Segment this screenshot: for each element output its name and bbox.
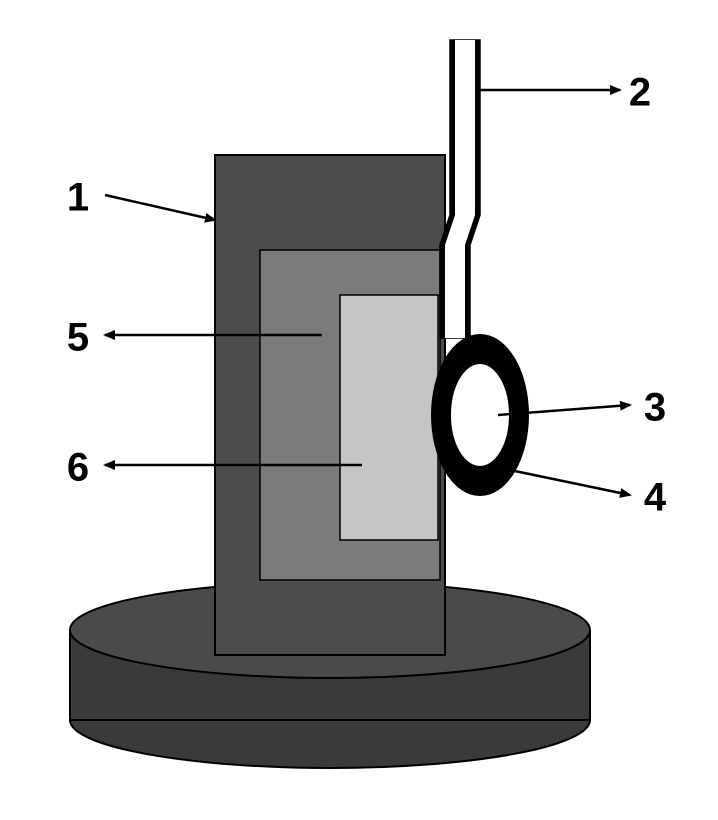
label-number-6: 6 [67,446,89,490]
label-arrow-1 [105,195,215,220]
label-number-3: 3 [644,386,666,430]
label-number-2: 2 [629,71,651,115]
label-number-1: 1 [67,176,89,220]
block-6 [340,295,438,540]
diagram-root: 1 2 3 4 5 6 [0,0,718,820]
label-number-5: 5 [67,316,89,360]
label-arrow-4 [510,470,630,495]
label-number-4: 4 [644,476,667,520]
